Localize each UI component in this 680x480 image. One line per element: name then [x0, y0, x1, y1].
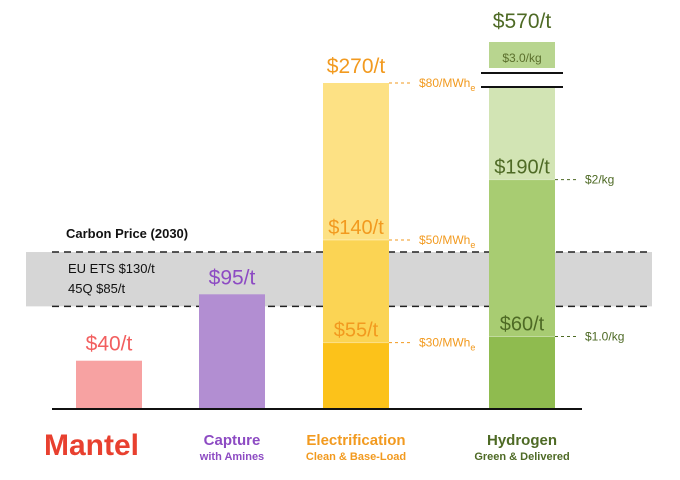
- bar-3-break-gap: [489, 68, 555, 87]
- bar-2-segment-1: [323, 239, 389, 343]
- bar-3-segment-2: [489, 83, 555, 180]
- bar-3-segment-0: [489, 336, 555, 409]
- bar-3-break-label: $3.0/kg: [502, 51, 541, 65]
- bar-2-segment-2: [323, 83, 389, 240]
- mantel-logo: Mantel: [44, 429, 139, 462]
- category-3-subtitle: Green & Delivered: [474, 451, 569, 463]
- bar-2-segment-0: [323, 342, 389, 409]
- band-title: Carbon Price (2030): [66, 226, 188, 241]
- bar-2-side-label-0: $80/MWhe: [419, 76, 475, 93]
- bar-3-inner-label-0: $60/t: [500, 314, 545, 336]
- bar-2-side-label-1: $50/MWhe: [419, 233, 475, 250]
- bar-1-segment-0: [199, 294, 265, 409]
- bar-3-segment-1: [489, 179, 555, 337]
- bar-2-top-label: $270/t: [327, 55, 386, 78]
- category-1-subtitle: with Amines: [199, 451, 264, 463]
- bar-3-side-label-0: $2/kg: [585, 173, 614, 187]
- category-2-subtitle: Clean & Base-Load: [306, 451, 406, 463]
- category-2-title: Electrification: [306, 432, 405, 449]
- bar-3-inner-label-1: $190/t: [494, 157, 550, 179]
- bar-3-top-label: $570/t: [493, 10, 552, 33]
- band-line-1: 45Q $85/t: [68, 281, 125, 296]
- band-line-0: EU ETS $130/t: [68, 261, 155, 276]
- category-1-title: Capture: [204, 432, 261, 449]
- bar-0-top-label: $40/t: [86, 333, 133, 356]
- category-3-title: Hydrogen: [487, 432, 557, 449]
- bar-1-top-label: $95/t: [209, 266, 256, 289]
- bar-2-inner-label-1: $140/t: [328, 217, 384, 239]
- bar-2-inner-label-0: $55/t: [334, 320, 379, 342]
- bar-0-segment-0: [76, 360, 142, 409]
- bar-3-break-top: [489, 42, 555, 68]
- bar-2-side-label-2: $30/MWhe: [419, 336, 475, 353]
- bar-3-side-label-1: $1.0/kg: [585, 330, 624, 344]
